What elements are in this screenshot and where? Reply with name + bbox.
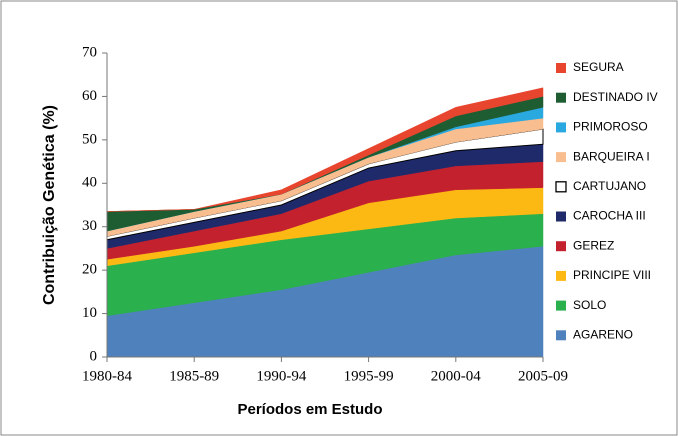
legend-label: AGARENO (573, 327, 633, 341)
y-tick-label: 20 (82, 262, 97, 278)
legend-label: PRIMOROSO (573, 120, 648, 134)
y-axis-label: Contribuição Genética (%) (41, 105, 58, 305)
legend-swatch (556, 63, 566, 73)
legend-swatch (556, 211, 566, 222)
y-tick-label: 40 (82, 175, 97, 191)
area (106, 87, 544, 212)
y-tick-label: 30 (82, 218, 97, 234)
x-axis-label: Períodos em Estudo (237, 401, 382, 418)
x-tick-label: 1995-99 (344, 368, 394, 384)
legend-swatch (556, 241, 566, 252)
y-tick-label: 70 (82, 44, 97, 60)
legend-label: SEGURA (573, 60, 624, 74)
legend-label: PRINCIPE VIII (573, 268, 651, 282)
legend-swatch (556, 122, 566, 133)
x-tick-label: 1990-94 (256, 368, 306, 384)
legend-label: CARTUJANO (573, 179, 646, 193)
legend-swatch (556, 300, 566, 311)
y-tick-label: 50 (82, 131, 97, 147)
legend-label: BARQUEIRA I (573, 149, 650, 163)
legend-label: DESTINADO IV (573, 90, 658, 104)
legend-swatch (555, 181, 567, 193)
legend-label: CAROCHA III (573, 209, 646, 223)
legend-label: GEREZ (573, 238, 614, 252)
legend-swatch (556, 330, 566, 341)
y-tick-label: 60 (82, 88, 97, 104)
x-tick-label: 2005-09 (518, 368, 568, 384)
x-tick-label: 2000-04 (431, 368, 481, 384)
legend-swatch (556, 92, 566, 103)
x-tick-label: 1985-89 (169, 368, 219, 384)
legend-label: SOLO (573, 298, 606, 312)
legend-swatch (556, 270, 566, 281)
y-tick-label: 0 (90, 348, 98, 364)
legend-swatch (556, 152, 566, 163)
y-tick-label: 10 (82, 305, 97, 321)
x-tick-label: 1980-84 (82, 368, 132, 384)
